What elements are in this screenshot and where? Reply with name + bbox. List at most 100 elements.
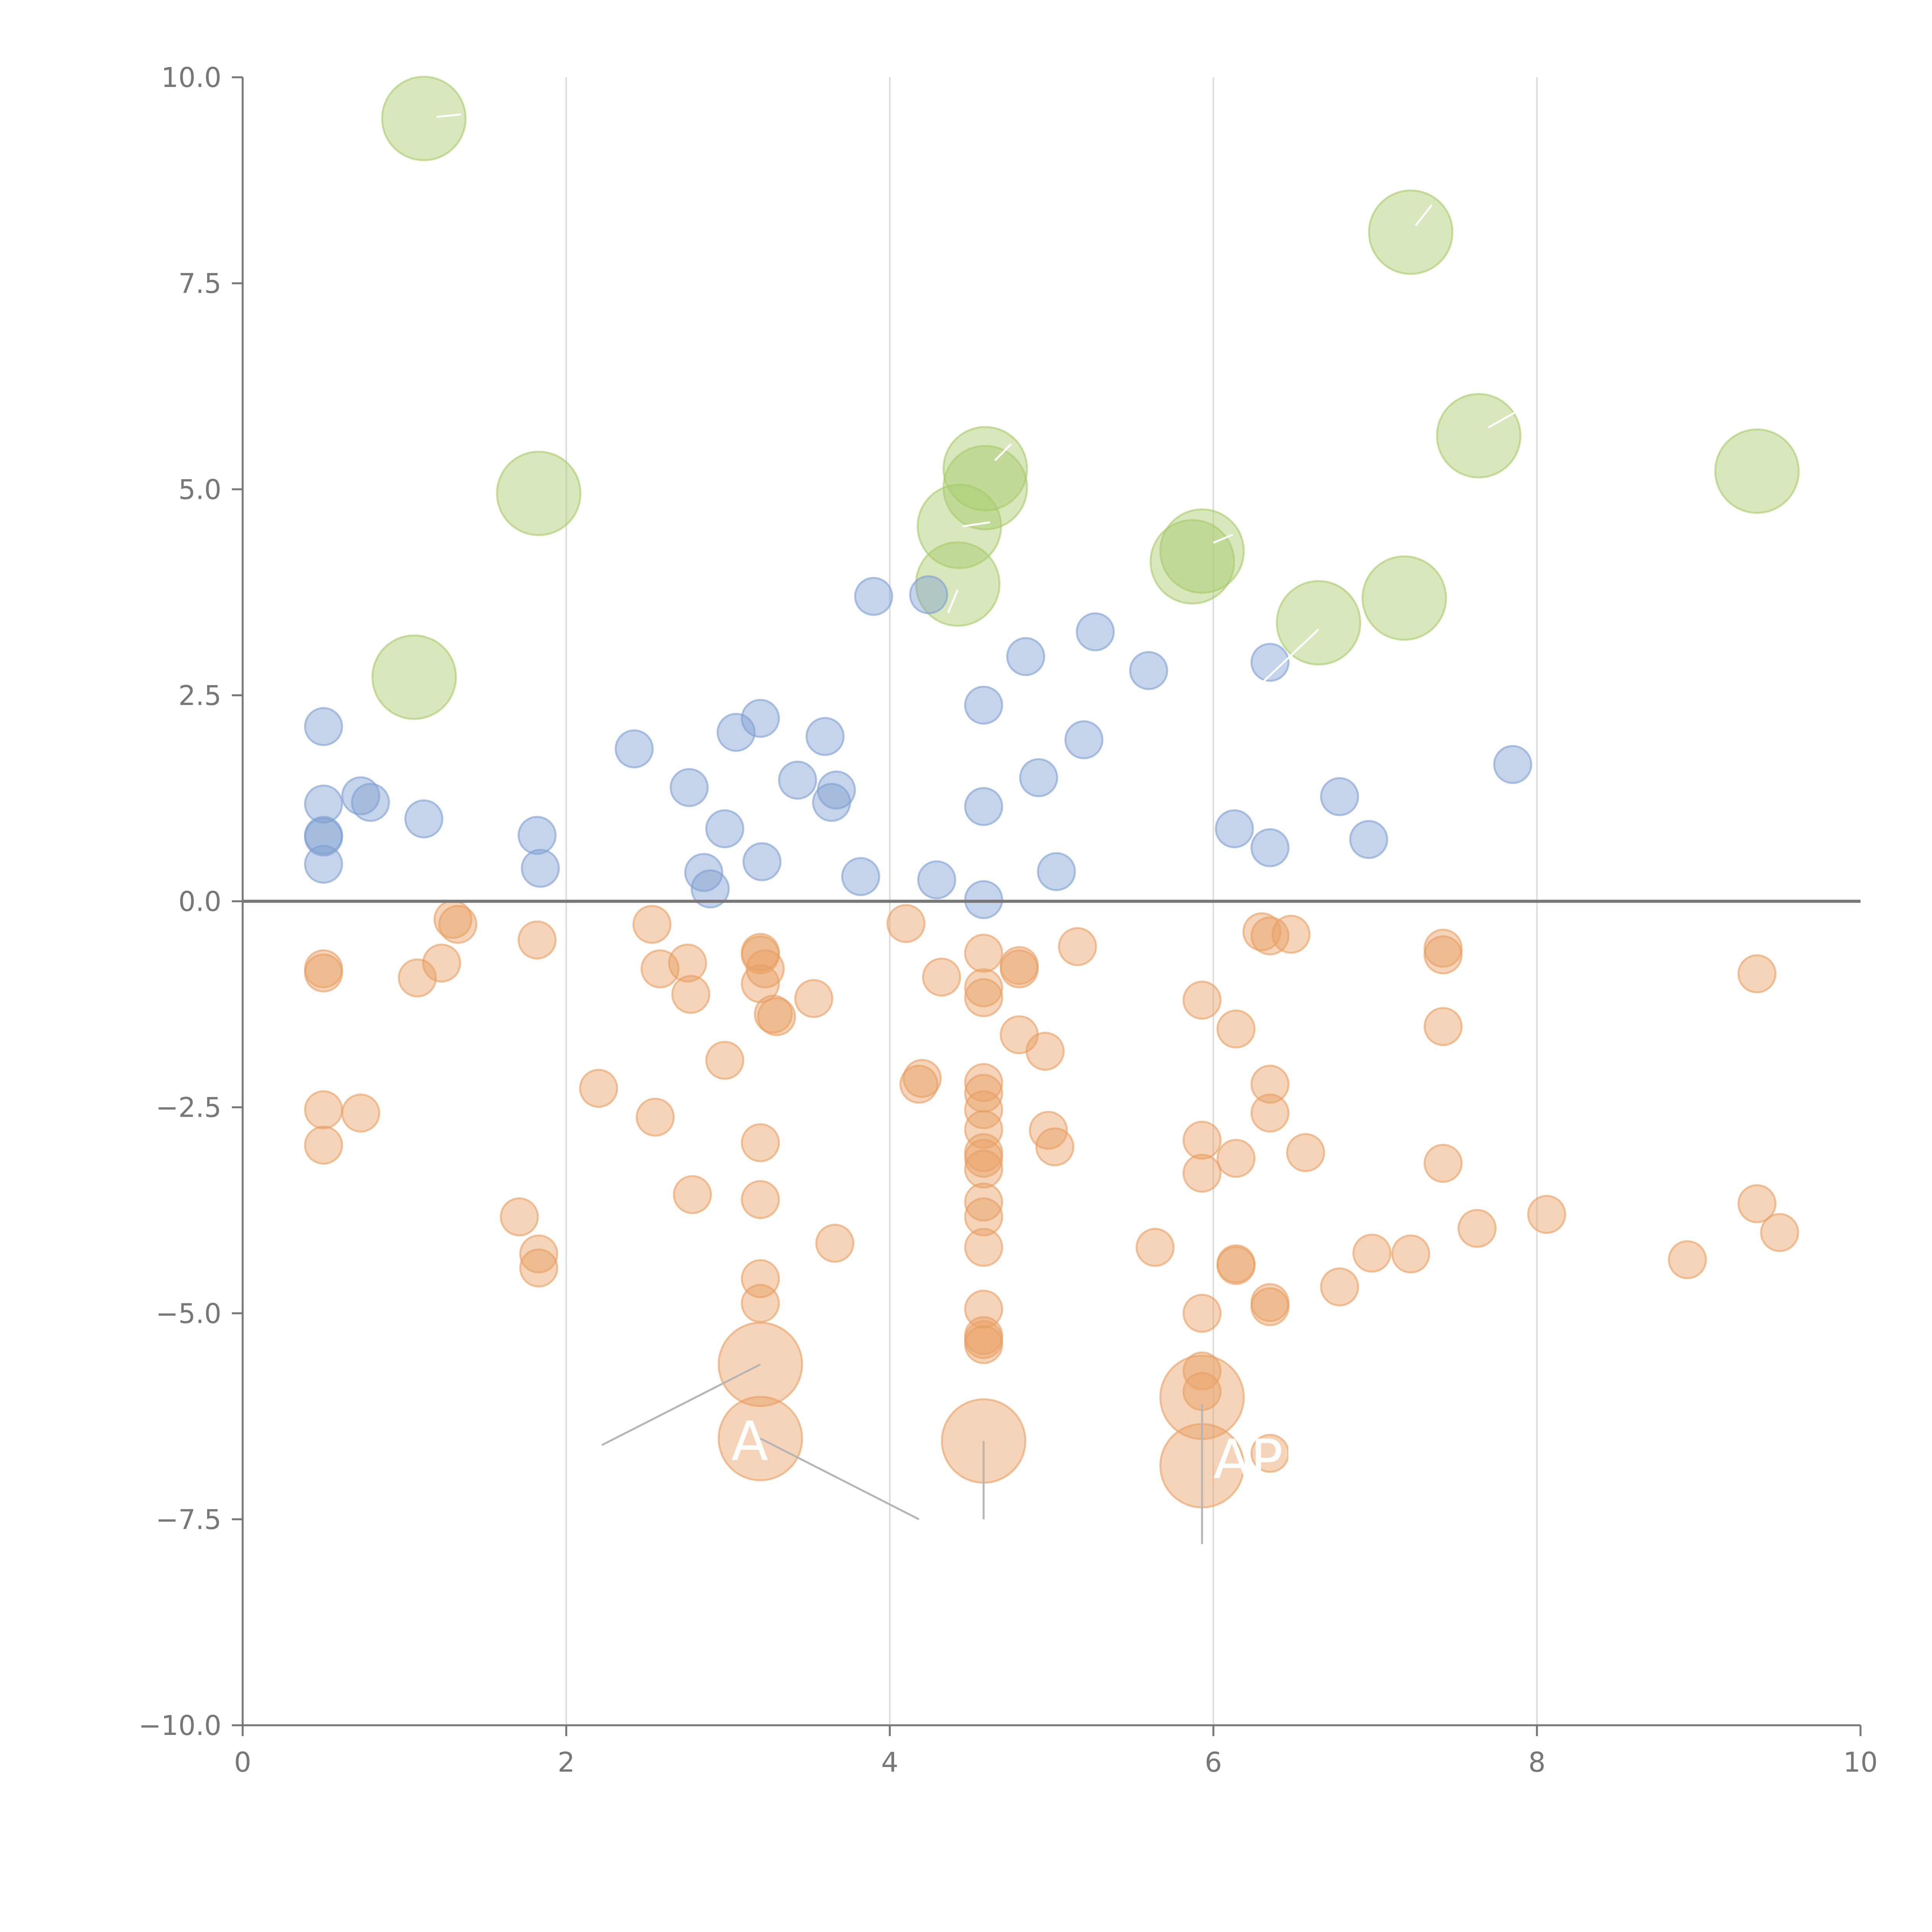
point-orange-19 xyxy=(673,1175,712,1214)
point-orange-33 xyxy=(886,904,926,943)
point-green-0 xyxy=(381,76,467,162)
point-orange-31 xyxy=(794,979,833,1018)
point-orange-79 xyxy=(1271,915,1311,954)
point-orange-93 xyxy=(1760,1213,1799,1252)
point-orange-71 xyxy=(1216,1246,1256,1285)
point-orange-42 xyxy=(964,1090,1003,1129)
point-blue-35 xyxy=(1215,809,1254,849)
point-orange-57 xyxy=(1026,1032,1065,1071)
point-blue-26 xyxy=(964,685,1003,725)
point-orange-5 xyxy=(398,958,437,998)
x-tick-label: 2 xyxy=(558,1747,575,1778)
point-blue-33 xyxy=(1076,612,1115,651)
annotation-labels: A APP xyxy=(731,1410,1315,1491)
leader-line-8 xyxy=(962,521,990,527)
point-green-2 xyxy=(371,634,457,720)
point-orange-14 xyxy=(632,905,672,944)
point-blue-22 xyxy=(841,857,880,896)
point-orange-24 xyxy=(745,949,785,988)
point-blue-17 xyxy=(742,842,782,881)
point-orange-69 xyxy=(1216,1139,1256,1178)
point-orange-77 xyxy=(1250,1287,1290,1327)
leader-line-11 xyxy=(1261,628,1320,684)
point-orange-38 xyxy=(964,968,1003,1007)
point-orange-91 xyxy=(1737,954,1777,993)
point-orange-81 xyxy=(1320,1267,1359,1307)
point-orange-61 xyxy=(1135,1228,1175,1267)
axes: 0 2 4 6 8 10 −10.0 −7.5 −5.0 −2.5 0.0 2.5 5.0 7.5 10.0 xyxy=(138,62,1878,1778)
point-blue-15 xyxy=(716,713,756,752)
point-blue-27 xyxy=(964,787,1003,826)
point-blue-28 xyxy=(964,880,1003,919)
point-orange-48 xyxy=(964,1197,1003,1236)
data-points xyxy=(304,76,1800,1509)
y-tick-label: −5.0 xyxy=(156,1298,221,1330)
annotation-label-1: APP xyxy=(1213,1428,1316,1491)
point-orange-59 xyxy=(1035,1127,1075,1167)
point-blue-24 xyxy=(909,575,948,614)
point-blue-19 xyxy=(805,717,845,756)
y-tick-label: 2.5 xyxy=(179,680,221,711)
point-green-5 xyxy=(915,541,1001,627)
point-blue-30 xyxy=(1019,758,1058,798)
point-orange-82 xyxy=(1352,1233,1392,1273)
point-blue-10 xyxy=(614,729,654,769)
point-blue-18 xyxy=(778,760,817,800)
y-tick-label: 7.5 xyxy=(179,268,221,299)
point-green-13 xyxy=(942,445,1028,531)
point-orange-15 xyxy=(636,1097,675,1137)
point-orange-27 xyxy=(741,1123,780,1162)
point-blue-23 xyxy=(854,577,893,616)
point-orange-64 xyxy=(1182,1153,1222,1193)
point-orange-55 xyxy=(1000,949,1039,988)
point-green-12 xyxy=(1150,519,1235,605)
point-orange-28 xyxy=(741,1180,780,1219)
leader-line-0 xyxy=(601,1363,761,1446)
point-blue-31 xyxy=(1037,852,1076,891)
point-blue-12 xyxy=(705,809,745,849)
point-orange-30 xyxy=(741,1284,780,1323)
point-blue-40 xyxy=(1493,745,1532,784)
point-orange-78 xyxy=(1250,1434,1290,1473)
leader-line-6 xyxy=(1488,410,1518,429)
point-blue-0 xyxy=(304,707,343,746)
point-blue-32 xyxy=(1064,720,1104,760)
point-blue-8 xyxy=(517,816,557,855)
point-orange-8 xyxy=(438,905,478,944)
point-blue-11 xyxy=(670,768,709,807)
point-green-7 xyxy=(1276,580,1361,666)
point-orange-26 xyxy=(757,997,796,1036)
point-orange-75 xyxy=(1250,1094,1290,1133)
point-blue-29 xyxy=(1006,637,1046,676)
point-green-8 xyxy=(1361,555,1447,641)
point-orange-87 xyxy=(1423,1144,1463,1183)
annotation-label-0: A xyxy=(731,1410,768,1473)
point-orange-60 xyxy=(1058,927,1097,966)
point-orange-66 xyxy=(1182,1351,1222,1391)
point-blue-1 xyxy=(304,784,343,824)
point-green-10 xyxy=(1436,393,1522,479)
point-orange-65 xyxy=(1182,1294,1222,1333)
point-orange-86 xyxy=(1423,1007,1463,1046)
y-tick-label: −2.5 xyxy=(156,1092,221,1124)
leader-line-5 xyxy=(1415,204,1433,226)
point-orange-11 xyxy=(519,1234,558,1274)
point-blue-4 xyxy=(304,845,343,884)
point-blue-9 xyxy=(520,849,560,888)
point-orange-39 xyxy=(964,978,1003,1017)
point-orange-13 xyxy=(579,1069,618,1108)
point-orange-17 xyxy=(668,943,707,983)
point-orange-9 xyxy=(500,1197,539,1236)
point-orange-10 xyxy=(517,920,557,960)
point-orange-49 xyxy=(964,1228,1003,1267)
point-blue-25 xyxy=(917,860,956,900)
point-orange-43 xyxy=(964,1110,1003,1149)
x-tick-label: 4 xyxy=(881,1747,899,1778)
point-orange-36 xyxy=(922,957,961,997)
point-orange-32 xyxy=(815,1223,854,1263)
point-orange-88 xyxy=(1458,1209,1497,1248)
point-orange-12 xyxy=(519,1248,558,1287)
leader-line-9 xyxy=(947,589,959,614)
